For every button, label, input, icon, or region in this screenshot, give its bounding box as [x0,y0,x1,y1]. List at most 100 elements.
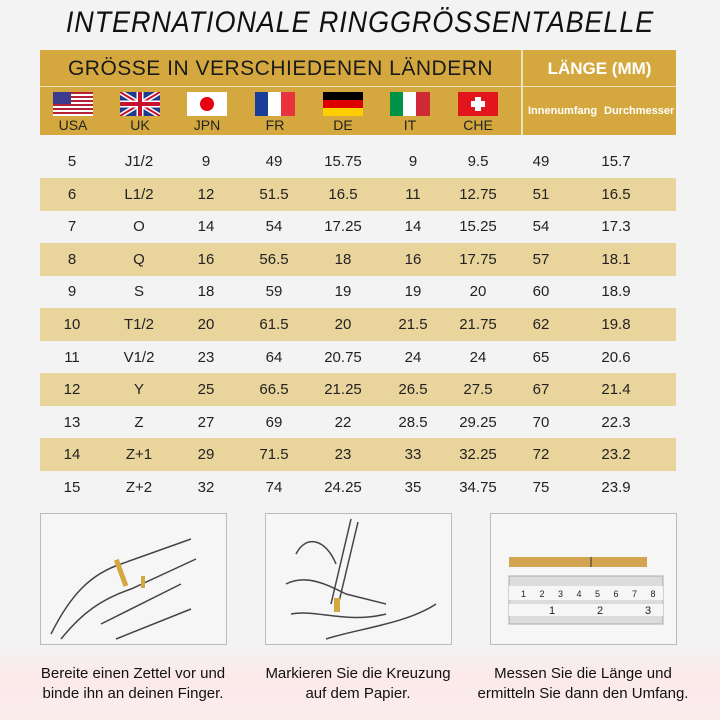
table-cell: 69 [265,413,283,431]
ruler-mark: 1 [521,589,526,599]
table-cell: 15.7 [601,153,631,170]
caption-line: ermitteln Sie dann den Umfang. [477,685,689,702]
table-cell: J1/2 [124,153,154,170]
table-cell: Q [133,250,145,268]
table-cell: 20 [469,283,487,301]
table-cell: 14 [404,218,422,236]
table-cell: 9.5 [467,153,489,170]
table-cell: 11 [64,348,80,366]
table-cell: 19 [334,283,352,301]
finger-wrap-icon [50,538,197,640]
step2-image [265,513,452,645]
bottom-gradient [0,645,720,720]
table-cell: 18.1 [601,250,631,268]
caption-line: binde ihn an deinen Finger. [42,685,224,702]
table-cell: 20.6 [601,348,631,366]
ruler-mark: 2 [597,605,603,617]
table-cell: Z+2 [125,479,153,496]
table-row: 5 J1/2 9 49 15.75 9 9.5 49 15.7 [40,145,676,178]
flags-row: USA UK JPN FR DE IT CHE [40,87,523,135]
table-cell: 22.3 [601,413,631,431]
table-cell: 57 [532,250,550,268]
uk-flag-icon [120,92,160,116]
table-cell: 15.75 [324,153,362,170]
table-row: 6 L1/2 12 51.5 16.5 11 12.75 51 16.5 [40,177,676,211]
caption-line: Messen Sie die Länge und [494,665,672,682]
table-cell: 66.5 [259,381,289,399]
table-cell: 7 [67,218,77,236]
table-row: 10 T1/2 20 61.5 20 21.5 21.75 62 19.8 [40,308,676,341]
step1-image [40,513,227,645]
japan-flag-icon [187,92,227,116]
table-cell: 16.5 [601,185,631,203]
ruler-mark: 6 [614,589,619,599]
table-cell: Z+1 [125,446,153,464]
table-cell: 71.5 [259,446,289,464]
table-cell: 70 [532,413,550,431]
table-row: 13 Z 27 69 22 28.5 29.25 70 22.3 [40,406,676,439]
ruler-mark: 4 [577,589,582,599]
table-cell: 19.8 [601,316,631,333]
table-cell: 23 [334,446,352,464]
table-cell: 27.5 [463,381,493,399]
table-cell: 49 [532,153,550,170]
table-cell: 19 [404,283,422,301]
table-cell: 24.25 [324,479,362,496]
ruler-mark: 7 [632,589,637,599]
table-cell: 9 [201,153,211,170]
caption-line: auf dem Papier. [305,685,411,702]
table-cell: L1/2 [124,185,154,203]
table-cell: 29 [197,446,215,464]
table-cell: 23.9 [601,479,631,496]
table-header: GRÖSSE IN VERSCHIEDENEN LÄNDERN LÄNGE (M… [40,50,676,135]
table-cell: 5 [67,153,77,170]
table-cell: 23.2 [601,446,631,464]
table-cell: 14 [63,446,81,464]
table-cell: 28.5 [398,413,428,431]
table-cell: 32 [197,479,215,496]
table-row: 15 Z+2 32 74 24.25 35 34.75 75 23.9 [40,471,676,504]
table-cell: 14 [197,218,215,236]
marking-hand-icon [285,518,437,640]
table-cell: 15 [63,479,81,496]
step3-caption: Messen Sie die Länge und ermitteln Sie da… [463,664,703,704]
table-cell: S [133,283,144,301]
page-title: INTERNATIONALE RINGGRÖSSENTABELLE [65,6,655,39]
length-heading: LÄNGE (MM) [523,50,676,87]
table-cell: 12 [197,185,215,203]
table-cell: 12 [63,381,81,399]
table-row: 9 S 18 59 19 19 20 60 18.9 [40,275,676,308]
table-cell: 25 [197,381,215,399]
table-cell: 18 [334,250,352,268]
table-cell: 60 [532,283,550,301]
table-cell: 16.5 [328,185,358,203]
italy-flag-icon [390,92,430,116]
switzerland-flag-icon [458,92,498,116]
table-cell: 35 [404,479,422,496]
table-cell: 34.75 [459,479,497,496]
table-cell: 18 [197,283,215,301]
ruler-measure-icon: 1 2 3 4 5 6 7 81 2 3 [508,557,664,625]
table-row: 8 Q 16 56.5 18 16 17.75 57 18.1 [40,242,676,276]
table-cell: 20 [197,316,215,333]
table-cell: 51 [532,185,550,203]
table-cell: 11 [405,185,421,203]
ruler-mark: 8 [651,589,656,599]
table-cell: 17.75 [459,250,497,268]
germany-flag-icon [323,92,363,116]
table-cell: 24 [469,348,487,366]
table-cell: 26.5 [398,381,428,399]
france-flag-icon [255,92,295,116]
table-cell: 54 [265,218,283,236]
table-cell: 9 [408,153,418,170]
ruler-mark: 2 [540,589,545,599]
table-cell: 16 [404,250,422,268]
table-cell: O [133,218,145,236]
table-cell: 32.25 [459,446,497,464]
usa-flag-icon [53,92,93,116]
ruler-mark: 5 [595,589,600,599]
table-cell: 6 [67,185,77,203]
table-row: 12 Y 25 66.5 21.25 26.5 27.5 67 21.4 [40,373,676,407]
length-subheadings: Innenumfang Durchmesser [523,87,676,135]
